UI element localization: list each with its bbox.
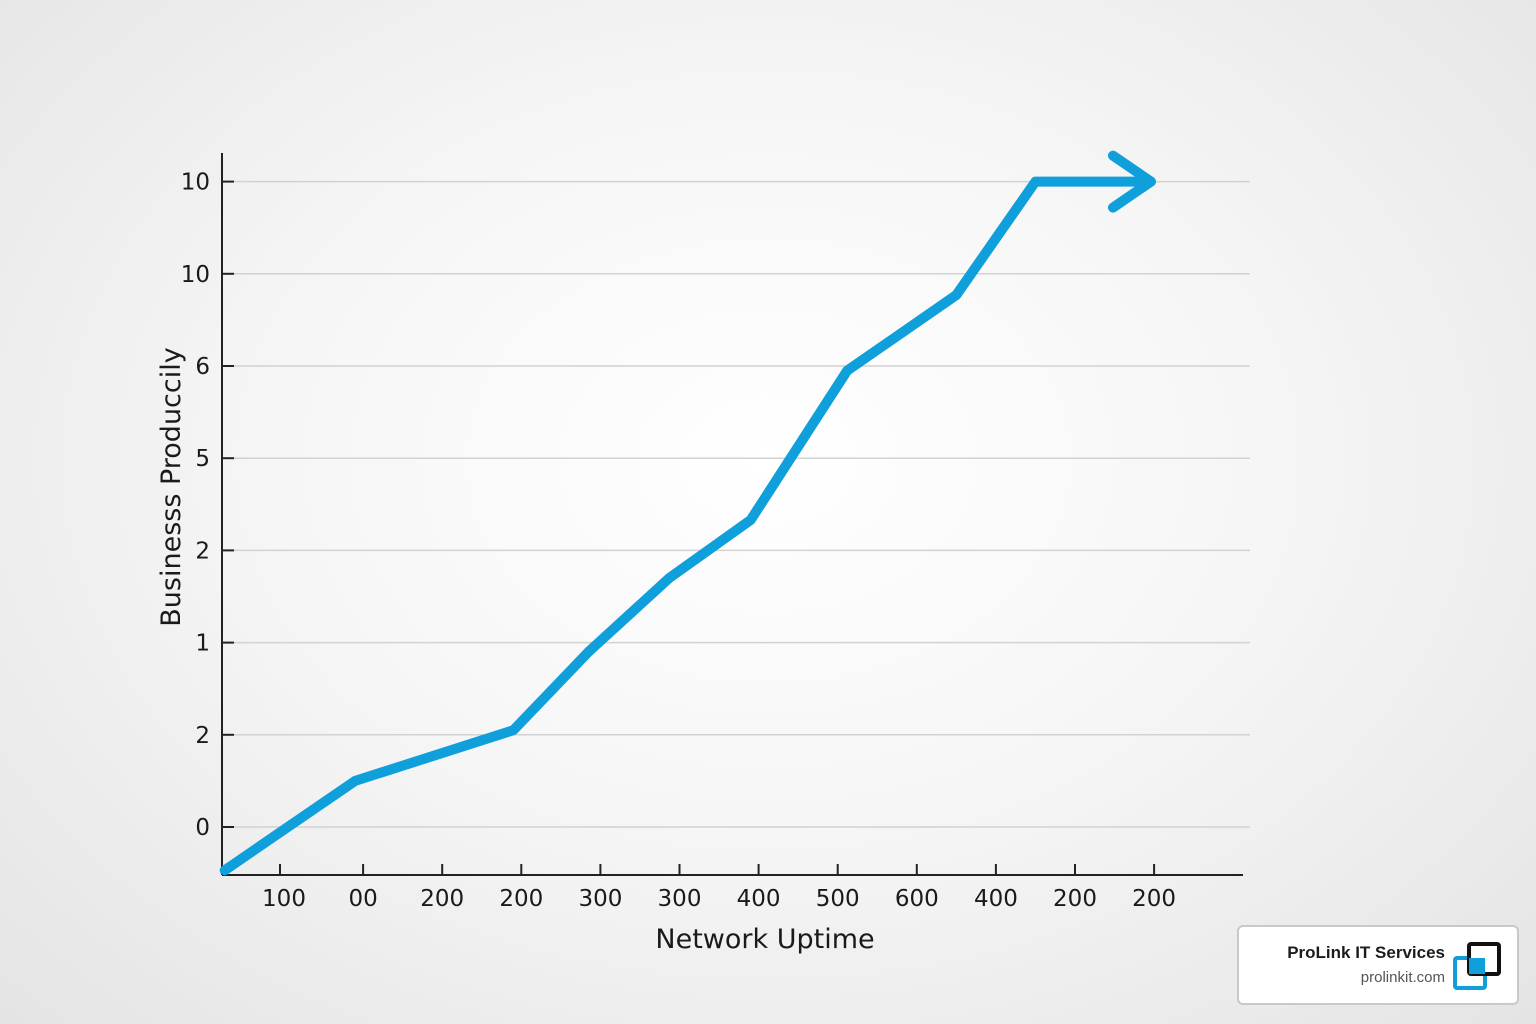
brand-url: prolinkit.com [1360,969,1445,986]
arrow-head [1107,150,1156,213]
brand-badge: ProLink IT Services prolinkit.com [1237,925,1519,1005]
x-tick-label: 500 [816,886,860,912]
series-line [219,176,1156,876]
x-tick-label: 00 [348,886,377,912]
x-tick-label: 200 [1053,886,1097,912]
x-tick-label: 600 [895,886,939,912]
x-ticks: 100 00 200 200 300 300 400 500 600 400 200 200 [262,864,1176,912]
y-tick-label: 5 [195,446,210,472]
y-tick-label: 2 [195,538,210,564]
grid-lines [222,180,1250,828]
x-tick-label: 400 [737,886,781,912]
x-tick-label: 300 [578,886,622,912]
axes [221,153,1243,876]
y-tick-label: 10 [181,170,210,196]
y-tick-label: 0 [195,815,210,841]
x-tick-label: 200 [499,886,543,912]
x-axis-title: Network Uptime [655,924,874,955]
brand-name: ProLink IT Services [1287,943,1445,962]
x-tick-label: 400 [974,886,1018,912]
x-tick-label: 100 [262,886,306,912]
overlapping-squares-icon [1453,942,1501,990]
y-tick-label: 10 [181,262,210,288]
y-ticks: 0 2 1 2 5 6 10 10 [181,170,234,841]
x-tick-label: 300 [658,886,702,912]
y-tick-label: 2 [195,723,210,749]
series [219,150,1156,876]
x-tick-label: 200 [420,886,464,912]
y-axis-title: Businesss Produccily [156,347,187,626]
y-tick-label: 1 [195,631,210,657]
y-tick-label: 6 [195,354,210,380]
x-tick-label: 200 [1132,886,1176,912]
